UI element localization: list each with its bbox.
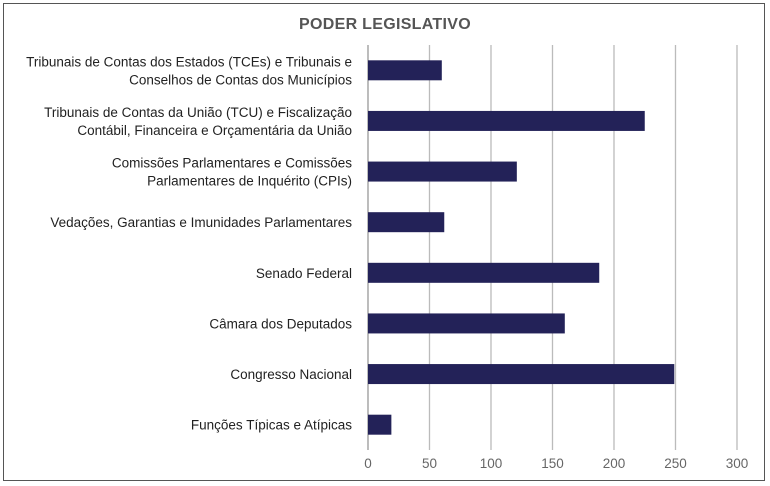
category-label-line: Parlamentares de Inquérito (CPIs) — [147, 174, 352, 189]
bar — [368, 364, 675, 385]
grid-lines — [367, 45, 738, 450]
category-label: Funções Típicas e Atípicas — [191, 418, 352, 433]
category-labels: Tribunais de Contas dos Estados (TCEs) e… — [26, 54, 352, 432]
x-tick-label: 250 — [664, 456, 687, 471]
bar — [368, 262, 600, 283]
bar — [368, 110, 645, 131]
x-tick-label: 200 — [603, 456, 626, 471]
bars — [368, 60, 675, 435]
x-tick-label: 300 — [726, 456, 749, 471]
category-label-line: Contábil, Financeira e Orçamentária da U… — [77, 123, 352, 138]
bar — [368, 414, 392, 435]
category-label: Tribunais de Contas da União (TCU) e Fis… — [44, 105, 352, 138]
category-label: Congresso Nacional — [230, 367, 352, 382]
x-tick-label: 100 — [480, 456, 503, 471]
category-label: Senado Federal — [256, 266, 352, 281]
x-tick-labels: 0 50 100 150 200 250 300 — [364, 456, 748, 471]
category-label-line: Senado Federal — [256, 266, 352, 281]
category-label: Vedações, Garantias e Imunidades Parlame… — [50, 215, 352, 230]
chart-title: PODER LEGISLATIVO — [299, 16, 471, 33]
x-tick-label: 0 — [364, 456, 372, 471]
category-label: Câmara dos Deputados — [209, 316, 352, 331]
category-label-line: Tribunais de Contas da União (TCU) e Fis… — [44, 105, 352, 120]
category-label-line: Câmara dos Deputados — [209, 316, 352, 331]
x-tick-label: 50 — [422, 456, 437, 471]
category-label-line: Tribunais de Contas dos Estados (TCEs) e… — [26, 54, 352, 69]
category-label-line: Conselhos de Contas dos Municípios — [129, 72, 352, 87]
bar — [368, 313, 565, 334]
bar — [368, 212, 445, 233]
bar — [368, 60, 442, 81]
category-label: Comissões Parlamentares e Comissões Parla… — [112, 156, 352, 189]
category-label: Tribunais de Contas dos Estados (TCEs) e… — [26, 54, 352, 87]
x-tick-label: 150 — [541, 456, 564, 471]
chart-frame: PODER LEGISLATIVO — [3, 3, 765, 481]
category-label-line: Vedações, Garantias e Imunidades Parlame… — [50, 215, 352, 230]
category-label-line: Congresso Nacional — [230, 367, 352, 382]
bar — [368, 161, 517, 182]
category-label-line: Comissões Parlamentares e Comissões — [112, 156, 352, 171]
category-label-line: Funções Típicas e Atípicas — [191, 418, 352, 433]
